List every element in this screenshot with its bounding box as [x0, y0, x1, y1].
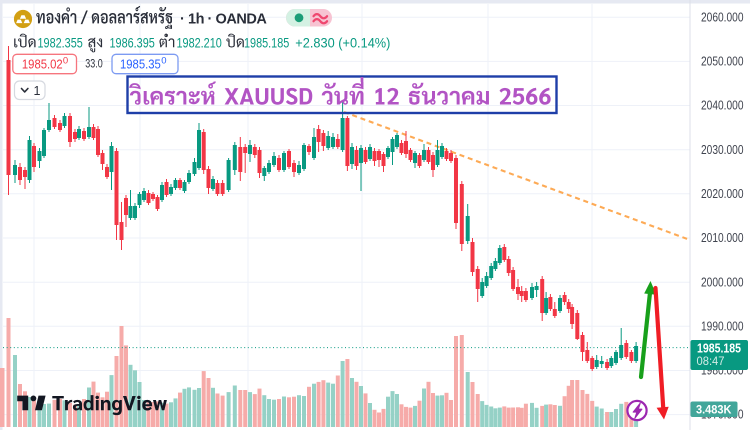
svg-text:33.0: 33.0	[85, 59, 102, 71]
svg-text:1985.185: 1985.185	[244, 35, 289, 50]
svg-text:2000.000: 2000.000	[701, 275, 744, 289]
svg-text:2010.000: 2010.000	[701, 231, 744, 245]
svg-text:1985.185: 1985.185	[697, 341, 741, 355]
svg-text:2050.000: 2050.000	[701, 55, 744, 69]
svg-text:1985.35: 1985.35	[120, 56, 161, 71]
svg-text:1986.395: 1986.395	[110, 35, 155, 50]
svg-text:3.483K: 3.483K	[696, 402, 732, 416]
svg-text:· 1h · OANDA: · 1h · OANDA	[180, 11, 267, 27]
svg-text:2030.000: 2030.000	[701, 143, 744, 157]
svg-text:1990.000: 1990.000	[701, 319, 744, 333]
svg-text:2020.000: 2020.000	[701, 187, 744, 201]
svg-text:1: 1	[34, 84, 41, 98]
svg-text:1982.210: 1982.210	[177, 35, 222, 50]
svg-text:1985.02: 1985.02	[22, 56, 63, 71]
svg-text:2060.000: 2060.000	[701, 10, 744, 24]
svg-text:2040.000: 2040.000	[701, 99, 744, 113]
svg-text:0: 0	[161, 56, 166, 67]
svg-text:+2.830 (+0.14%): +2.830 (+0.14%)	[295, 35, 390, 50]
svg-text:0: 0	[63, 56, 68, 67]
svg-text:1982.355: 1982.355	[38, 35, 83, 50]
svg-text:08:47: 08:47	[697, 356, 725, 368]
